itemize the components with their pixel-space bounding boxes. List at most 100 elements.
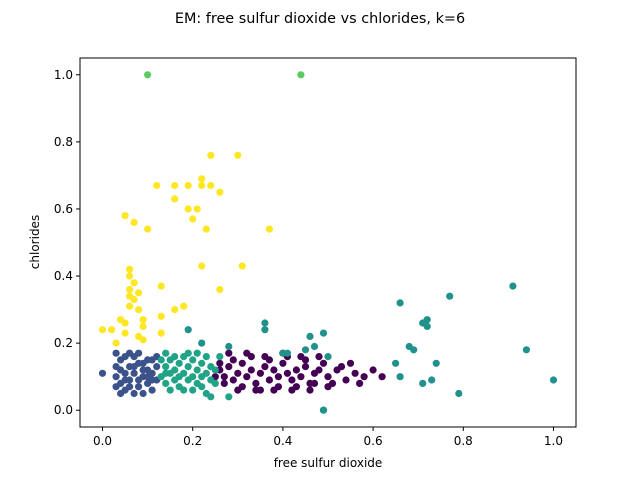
data-point-cluster-0: [301, 363, 310, 371]
y-tick-label: 0.0: [54, 403, 73, 417]
data-point-cluster-0: [238, 359, 246, 367]
data-point-cluster-5: [216, 353, 224, 361]
x-tick-label: 1.0: [544, 434, 563, 448]
data-point-cluster-2: [198, 339, 206, 347]
x-axis-ticks: 0.0 0.2 0.4 0.6 0.8 1.0: [93, 427, 563, 448]
x-tick-label: 0.2: [183, 434, 202, 448]
data-point-cluster-4: [144, 225, 152, 233]
data-point-cluster-2: [306, 332, 314, 340]
data-point-cluster-4: [184, 205, 192, 213]
data-point-cluster-0: [247, 366, 255, 374]
data-point-cluster-5: [211, 379, 219, 387]
data-point-cluster-4: [139, 316, 147, 324]
data-point-cluster-0: [297, 373, 305, 381]
data-point-cluster-4: [202, 225, 210, 233]
data-point-cluster-0: [225, 349, 233, 357]
data-point-cluster-4: [189, 215, 197, 223]
data-point-cluster-5: [166, 386, 174, 394]
data-point-cluster-2: [319, 406, 328, 414]
data-point-cluster-0: [356, 379, 364, 387]
data-point-cluster-4: [238, 262, 246, 270]
data-point-cluster-2: [428, 376, 436, 384]
data-point-cluster-1: [148, 386, 156, 394]
data-point-cluster-0: [360, 373, 368, 381]
data-point-cluster-1: [135, 349, 143, 357]
data-point-cluster-4: [198, 175, 206, 183]
data-point-cluster-0: [324, 383, 332, 391]
data-point-cluster-4: [153, 181, 161, 190]
data-point-cluster-5: [175, 359, 183, 367]
data-point-cluster-0: [220, 379, 228, 387]
data-point-cluster-2: [319, 329, 328, 337]
data-point-cluster-5: [162, 363, 170, 371]
data-point-cluster-2: [396, 373, 404, 381]
data-point-cluster-4: [130, 279, 138, 287]
data-point-cluster-2: [549, 376, 558, 384]
data-point-cluster-0: [378, 373, 386, 381]
data-point-cluster-0: [216, 359, 224, 367]
data-point-cluster-3: [297, 71, 305, 79]
data-point-cluster-1: [148, 376, 156, 384]
data-point-cluster-4: [180, 302, 188, 310]
data-point-cluster-4: [234, 151, 242, 159]
data-point-cluster-4: [216, 188, 224, 196]
data-point-cluster-5: [157, 356, 165, 364]
data-point-cluster-0: [351, 369, 359, 377]
data-point-cluster-4: [126, 302, 134, 310]
data-point-cluster-5: [225, 393, 233, 401]
data-point-cluster-5: [198, 373, 206, 381]
data-point-cluster-4: [135, 289, 143, 297]
data-point-cluster-1: [121, 376, 129, 384]
data-point-cluster-2: [419, 379, 427, 387]
data-point-cluster-2: [455, 389, 463, 398]
data-point-cluster-1: [144, 366, 152, 374]
data-point-cluster-2: [301, 346, 310, 354]
data-point-cluster-0: [315, 366, 323, 374]
data-point-cluster-5: [162, 369, 170, 377]
data-point-cluster-0: [243, 349, 251, 357]
data-point-cluster-0: [252, 379, 260, 387]
data-point-cluster-4: [171, 306, 179, 314]
x-tick-label: 0.6: [364, 434, 383, 448]
data-point-cluster-5: [184, 349, 192, 357]
data-point-cluster-0: [243, 373, 251, 381]
data-point-cluster-1: [98, 369, 107, 377]
data-point-cluster-0: [279, 359, 287, 367]
data-point-cluster-2: [392, 359, 400, 367]
data-point-cluster-0: [288, 376, 296, 384]
y-tick-label: 0.8: [54, 135, 73, 149]
data-point-cluster-2: [446, 292, 454, 300]
data-point-cluster-2: [432, 359, 440, 367]
data-point-cluster-4: [126, 272, 134, 280]
data-point-cluster-5: [162, 379, 170, 387]
data-point-cluster-1: [112, 383, 120, 391]
data-point-cluster-0: [342, 376, 350, 384]
data-point-cluster-0: [270, 366, 278, 374]
data-point-cluster-5: [211, 366, 219, 374]
data-point-cluster-4: [126, 265, 134, 273]
y-tick-label: 0.4: [54, 269, 73, 283]
data-point-cluster-4: [121, 212, 129, 220]
data-point-cluster-0: [265, 376, 273, 384]
data-point-cluster-4: [130, 218, 138, 226]
data-point-cluster-2: [423, 322, 431, 330]
data-point-cluster-1: [130, 369, 138, 377]
data-point-cluster-2: [423, 316, 431, 324]
data-point-cluster-5: [175, 373, 183, 381]
data-point-cluster-2: [225, 342, 233, 351]
data-point-cluster-2: [261, 326, 269, 334]
data-point-cluster-1: [139, 359, 147, 367]
data-point-cluster-1: [139, 389, 147, 398]
data-point-cluster-0: [319, 359, 328, 367]
data-point-cluster-4: [207, 151, 215, 159]
data-point-cluster-1: [126, 383, 134, 391]
data-point-cluster-4: [135, 306, 143, 314]
data-point-cluster-0: [310, 379, 319, 387]
data-point-cluster-0: [261, 353, 269, 361]
data-point-cluster-4: [157, 282, 165, 290]
plot-frame: [79, 57, 577, 428]
data-point-cluster-1: [117, 366, 125, 374]
data-point-cluster-1: [112, 373, 120, 381]
data-point-cluster-1: [130, 363, 138, 371]
